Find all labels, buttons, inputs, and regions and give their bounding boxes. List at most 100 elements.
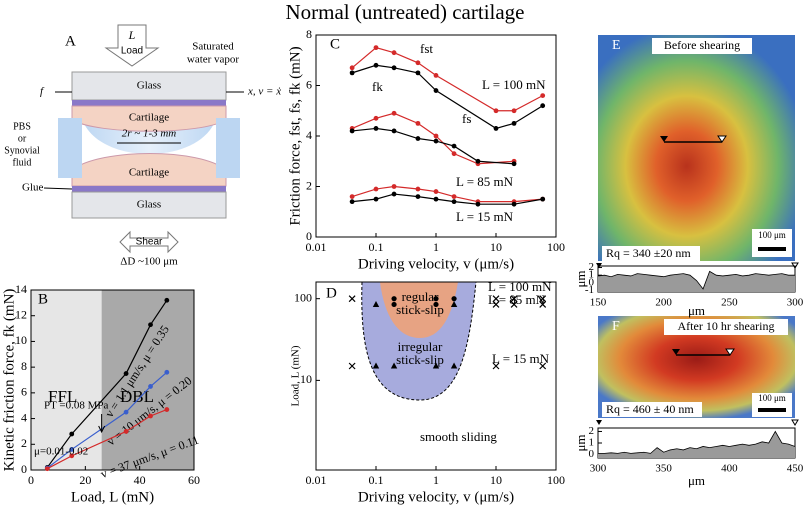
- data-point: [391, 65, 397, 71]
- y-tick-label: 2: [589, 425, 595, 437]
- annotation: L = 85 mN: [456, 174, 514, 189]
- figure-title: Normal (untreated) cartilage: [285, 0, 524, 24]
- annotation: L = 15 mN: [492, 351, 550, 366]
- x-tick-label: 450: [787, 463, 804, 475]
- data-point: [415, 186, 421, 192]
- load-symbol: L: [128, 28, 136, 42]
- data-point: [539, 362, 547, 370]
- data-point: [539, 301, 547, 308]
- data-point: [373, 62, 379, 68]
- annotation: regular: [402, 289, 439, 304]
- data-point: [433, 88, 439, 93]
- data-point: [433, 196, 439, 202]
- data-point: [415, 70, 421, 76]
- series-line: [351, 64, 544, 130]
- x-axis-label: μm: [688, 473, 705, 488]
- data-point: [415, 120, 421, 126]
- displacement-label: ΔD ~100 μm: [120, 256, 178, 268]
- y-tick-label: 0: [589, 448, 595, 460]
- contact-label: 2r ~ 1-3 mm: [122, 128, 177, 140]
- y-tick-label: 1: [589, 437, 595, 449]
- x-tick-label: 0.1: [369, 240, 384, 254]
- data-point: [148, 413, 153, 419]
- fluid-label: fluid: [13, 157, 32, 168]
- scale-box: [752, 229, 792, 257]
- annotation: smooth sliding: [420, 429, 497, 444]
- x-tick-label: 20: [79, 473, 91, 487]
- annotation: L = 100 mN: [488, 279, 552, 294]
- profile-area: [598, 271, 795, 292]
- data-point: [511, 161, 517, 167]
- boundary: [361, 281, 477, 401]
- x-axis-label: Driving velocity, v (μm/s): [358, 489, 514, 505]
- scale-bar-label: 100 μm: [758, 230, 786, 240]
- x-tick-label: 350: [655, 463, 672, 475]
- caption: Before shearing: [664, 38, 740, 52]
- data-point: [372, 300, 380, 307]
- y-tick-label: 4: [306, 128, 312, 142]
- data-point: [415, 194, 421, 200]
- marker: [596, 420, 602, 425]
- data-point: [69, 447, 75, 452]
- x-axis-label: μm: [688, 303, 705, 318]
- x-tick-label: 10: [490, 473, 502, 487]
- data-point: [373, 196, 379, 202]
- data-point: [391, 301, 397, 308]
- chart: 0.01 0.1 1 10 100 0 2 4 6 8 Driving velocity, v (μ…: [287, 27, 565, 273]
- y-tick-label: 6: [21, 385, 27, 399]
- glass: [71, 191, 227, 219]
- data-point: [540, 196, 546, 202]
- motion-label: x, v = ẋ: [247, 86, 281, 98]
- annotation: stick-slip: [396, 302, 444, 317]
- data-point: [415, 136, 421, 141]
- data-point: [391, 110, 397, 116]
- chart: 0.01 0.1 1 10 100 10 100 Driving velocity, v (μ…: [290, 279, 565, 505]
- fluid-label: Synovial: [4, 145, 40, 156]
- caption-box: [602, 402, 702, 417]
- data-point: [511, 120, 517, 126]
- data-point: [493, 126, 499, 131]
- y-tick-label: 8: [21, 359, 27, 373]
- data-point: [492, 295, 500, 303]
- profile-line: [597, 270, 795, 290]
- x-tick-label: 60: [188, 473, 200, 487]
- data-point: [373, 186, 379, 192]
- surface-image: [598, 35, 795, 261]
- data-point: [148, 384, 153, 389]
- panel-label: A: [65, 33, 76, 49]
- glass: [71, 71, 227, 101]
- x-tick-label: 1: [433, 240, 439, 254]
- data-point: [373, 115, 379, 121]
- glue-label: Glue: [22, 182, 44, 194]
- cartilage-label: Cartilage: [129, 112, 169, 124]
- x-tick-label: 300: [590, 463, 607, 475]
- data-point: [451, 151, 457, 157]
- data-point: [391, 128, 397, 134]
- data-point: [539, 295, 547, 303]
- data-point: [164, 297, 170, 303]
- annotation: irregular: [398, 339, 443, 354]
- x-tick-label: 250: [721, 297, 738, 309]
- data-point: [123, 371, 129, 376]
- y-tick-label: 10: [15, 333, 27, 347]
- glass-label: Glass: [137, 80, 161, 92]
- x-axis-label: Driving velocity, v (μm/s): [358, 256, 514, 272]
- y-tick-label: 8: [306, 27, 312, 41]
- annotation: fst: [420, 41, 433, 56]
- data-point: [349, 194, 355, 200]
- y-tick-label: 100: [294, 290, 312, 304]
- vapor-text: water vapor: [187, 54, 240, 66]
- y-tick-label: 4: [21, 410, 27, 424]
- x-tick-label: 100: [547, 240, 565, 254]
- y-tick-label: 0: [21, 462, 27, 476]
- marker: [791, 419, 799, 426]
- marker: [717, 135, 727, 143]
- fluid: [58, 118, 82, 178]
- caption-box: [652, 38, 752, 54]
- x-axis-label: Load, L (mN): [71, 489, 154, 505]
- annotation: L = 15 mN: [456, 209, 514, 224]
- regular-region: [380, 282, 458, 338]
- annotation: L = 100 mN: [482, 77, 546, 92]
